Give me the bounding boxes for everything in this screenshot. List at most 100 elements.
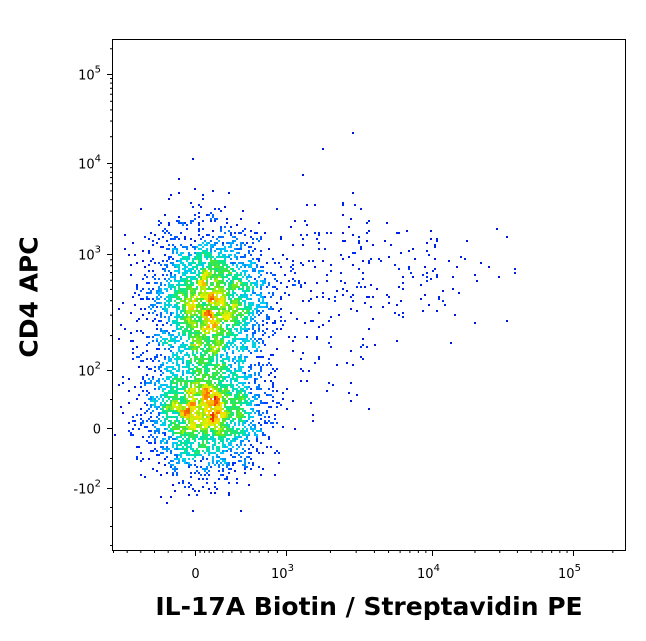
event-dot: [180, 290, 182, 292]
event-dot: [228, 310, 230, 312]
event-dot: [242, 346, 244, 348]
event-dot: [212, 448, 214, 450]
event-dot: [152, 312, 154, 314]
event-dot: [200, 422, 202, 424]
event-dot: [160, 292, 162, 294]
event-dot: [218, 328, 220, 330]
event-dot: [230, 302, 232, 304]
event-dot: [224, 260, 226, 262]
event-dot: [216, 404, 218, 406]
event-dot: [180, 312, 182, 314]
event-dot: [200, 244, 202, 246]
event-dot: [212, 284, 214, 286]
event-dot: [196, 412, 198, 414]
event-dot: [204, 352, 206, 354]
event-dot: [240, 390, 242, 392]
event-dot: [186, 228, 188, 230]
event-dot: [234, 248, 236, 250]
event-dot: [218, 292, 220, 294]
event-dot: [226, 310, 228, 312]
event-dot: [224, 262, 226, 264]
event-dot: [208, 318, 210, 320]
event-dot: [154, 382, 156, 384]
event-dot: [220, 306, 222, 308]
event-dot: [188, 312, 190, 314]
event-dot: [266, 394, 268, 396]
event-dot: [142, 250, 144, 252]
event-dot: [206, 386, 208, 388]
event-dot: [172, 404, 174, 406]
event-dot: [224, 450, 226, 452]
event-dot: [198, 370, 200, 372]
event-dot: [242, 328, 244, 330]
event-dot: [224, 250, 226, 252]
event-dot: [132, 428, 134, 430]
event-dot: [188, 298, 190, 300]
event-dot: [430, 238, 432, 240]
event-dot: [224, 444, 226, 446]
event-dot: [176, 292, 178, 294]
event-dot: [208, 356, 210, 358]
event-dot: [200, 466, 202, 468]
event-dot: [232, 406, 234, 408]
event-dot: [276, 406, 278, 408]
event-dot: [264, 302, 266, 304]
event-dot: [198, 420, 200, 422]
event-dot: [196, 426, 198, 428]
event-dot: [204, 318, 206, 320]
event-dot: [406, 230, 408, 232]
event-dot: [192, 396, 194, 398]
event-dot: [292, 244, 294, 246]
event-dot: [198, 360, 200, 362]
event-dot: [368, 296, 370, 298]
event-dot: [186, 266, 188, 268]
event-dot: [150, 382, 152, 384]
event-dot: [176, 458, 178, 460]
event-dot: [212, 330, 214, 332]
event-dot: [142, 458, 144, 460]
event-dot: [176, 280, 178, 282]
event-dot: [246, 420, 248, 422]
event-dot: [174, 396, 176, 398]
event-dot: [218, 266, 220, 268]
event-dot: [514, 272, 516, 274]
event-dot: [188, 446, 190, 448]
event-dot: [184, 396, 186, 398]
event-dot: [134, 386, 136, 388]
event-dot: [190, 408, 192, 410]
event-dot: [266, 322, 268, 324]
event-dot: [228, 318, 230, 320]
event-dot: [172, 374, 174, 376]
event-dot: [206, 272, 208, 274]
event-dot: [128, 402, 130, 404]
event-dot: [172, 430, 174, 432]
event-dot: [206, 432, 208, 434]
event-dot: [218, 456, 220, 458]
event-dot: [222, 364, 224, 366]
event-dot: [218, 288, 220, 290]
event-dot: [168, 366, 170, 368]
event-dot: [158, 262, 160, 264]
event-dot: [218, 400, 220, 402]
event-dot: [188, 412, 190, 414]
event-dot: [168, 430, 170, 432]
event-dot: [148, 282, 150, 284]
event-dot: [210, 302, 212, 304]
event-dot: [194, 430, 196, 432]
event-dot: [166, 440, 168, 442]
event-dot: [172, 390, 174, 392]
event-dot: [220, 334, 222, 336]
event-dot: [188, 330, 190, 332]
event-dot: [220, 410, 222, 412]
event-dot: [182, 458, 184, 460]
event-dot: [190, 390, 192, 392]
event-dot: [174, 442, 176, 444]
event-dot: [288, 294, 290, 296]
event-dot: [222, 242, 224, 244]
event-dot: [284, 320, 286, 322]
event-dot: [208, 342, 210, 344]
event-dot: [212, 346, 214, 348]
event-dot: [180, 404, 182, 406]
event-dot: [228, 468, 230, 470]
event-dot: [340, 254, 342, 256]
